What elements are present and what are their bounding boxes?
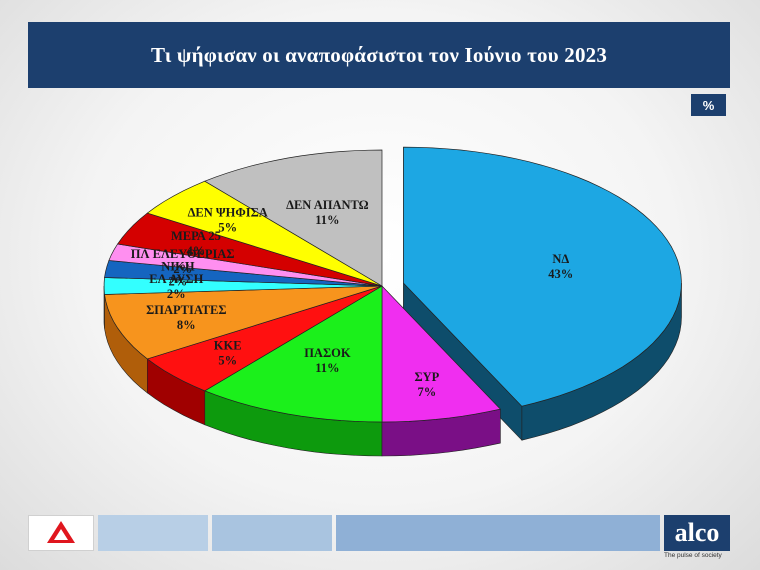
pie-slice (116, 212, 383, 287)
alco-tagline: The pulse of society (664, 552, 722, 559)
slice-label-name: ΜΕΡΑ 25 (171, 229, 221, 243)
slice-label-name: ΣΥΡ (414, 370, 439, 384)
pie-slice (381, 285, 502, 423)
slice-label-name: ΔΕΝ ΑΠΑΝΤΩ (286, 198, 369, 212)
slice-label-name: ΝΔ (552, 252, 569, 266)
footer-bar-2 (212, 515, 332, 551)
pie-slice (203, 149, 383, 287)
slice-label-value: 7% (418, 385, 437, 399)
slice-label-name: ΠΛ ΕΛΕΥΘΕΡΙΑΣ (131, 247, 235, 261)
slice-label-name: ΕΛ ΛΥΣΗ (149, 272, 203, 286)
slice-label-name: ΚΚΕ (214, 339, 242, 353)
slice-label-value: 8% (177, 318, 196, 332)
broadcaster-logo (28, 515, 94, 551)
slice-label-value: 2% (169, 274, 188, 288)
slice-label-name: ΣΠΑΡΤΙΑΤΕΣ (146, 303, 226, 317)
slice-label-name: ΠΑΣΟΚ (304, 346, 351, 360)
pie-slice (203, 285, 383, 423)
slice-label-value: 5% (218, 220, 237, 234)
alco-logo: alco (664, 515, 730, 551)
footer-bar-1 (98, 515, 208, 551)
slice-label-name: ΔΕΝ ΨΗΦΙΣΑ (188, 205, 268, 219)
footer-bar-3 (336, 515, 660, 551)
pie-slice (104, 285, 383, 360)
slice-label-value: 2% (173, 262, 192, 276)
slice-label-value: 4% (187, 244, 206, 258)
slice-label-name: ΝΙΚΗ (161, 259, 195, 273)
ant1-logo-icon (47, 521, 75, 543)
slice-label-value: 5% (218, 354, 237, 368)
title-banner: Τι ψήφισαν οι αναποφάσιστοι τον Ιούνιο τ… (28, 22, 730, 88)
slice-label-value: 11% (315, 361, 339, 375)
pie-slice (146, 180, 383, 287)
pie-slice (146, 285, 383, 392)
slice-label-value: 2% (167, 287, 186, 301)
pie-tops (103, 146, 682, 423)
slice-label-value: 43% (548, 267, 573, 281)
unit-badge: % (691, 94, 726, 116)
slice-label-value: 11% (315, 213, 339, 227)
pie-slice (403, 146, 682, 407)
chart-title: Τι ψήφισαν οι αναποφάσιστοι τον Ιούνιο τ… (150, 42, 608, 67)
